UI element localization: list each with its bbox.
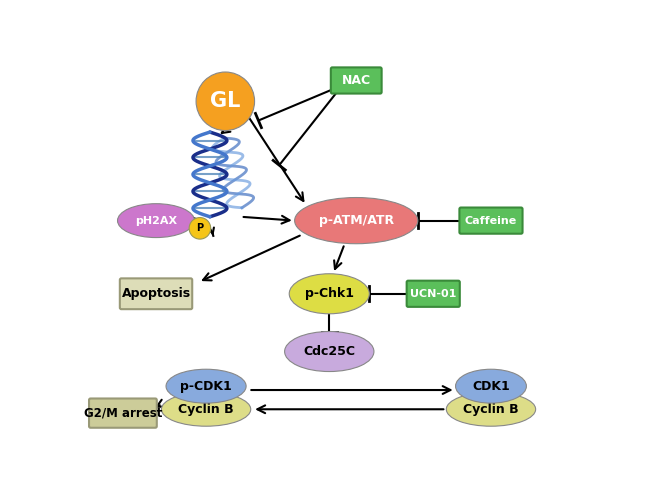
Text: p-CDK1: p-CDK1 bbox=[180, 380, 232, 393]
Text: p-Chk1: p-Chk1 bbox=[305, 287, 354, 300]
Text: CDK1: CDK1 bbox=[472, 380, 510, 393]
Text: pH2AX: pH2AX bbox=[135, 216, 177, 226]
FancyBboxPatch shape bbox=[407, 281, 460, 307]
FancyBboxPatch shape bbox=[89, 399, 157, 428]
Text: Cdc25C: Cdc25C bbox=[304, 345, 356, 358]
FancyBboxPatch shape bbox=[331, 67, 382, 94]
Text: NAC: NAC bbox=[342, 74, 370, 87]
FancyBboxPatch shape bbox=[460, 208, 523, 234]
Ellipse shape bbox=[456, 369, 526, 403]
Text: G2/M arrest: G2/M arrest bbox=[84, 407, 162, 420]
Ellipse shape bbox=[447, 392, 536, 426]
Text: Caffeine: Caffeine bbox=[465, 216, 517, 226]
Ellipse shape bbox=[289, 274, 369, 314]
Text: p-ATM/ATR: p-ATM/ATR bbox=[318, 214, 394, 227]
Text: UCN-01: UCN-01 bbox=[410, 289, 456, 299]
Ellipse shape bbox=[166, 369, 246, 403]
Text: Cyclin B: Cyclin B bbox=[178, 403, 234, 416]
FancyBboxPatch shape bbox=[120, 278, 192, 309]
Text: P: P bbox=[196, 223, 203, 233]
Text: Apoptosis: Apoptosis bbox=[122, 287, 190, 300]
Text: GL: GL bbox=[210, 91, 240, 111]
Ellipse shape bbox=[294, 197, 418, 244]
Circle shape bbox=[189, 218, 211, 239]
Ellipse shape bbox=[285, 331, 374, 372]
Text: Cyclin B: Cyclin B bbox=[463, 403, 519, 416]
Ellipse shape bbox=[161, 392, 251, 426]
Ellipse shape bbox=[118, 204, 194, 238]
Ellipse shape bbox=[196, 72, 255, 131]
